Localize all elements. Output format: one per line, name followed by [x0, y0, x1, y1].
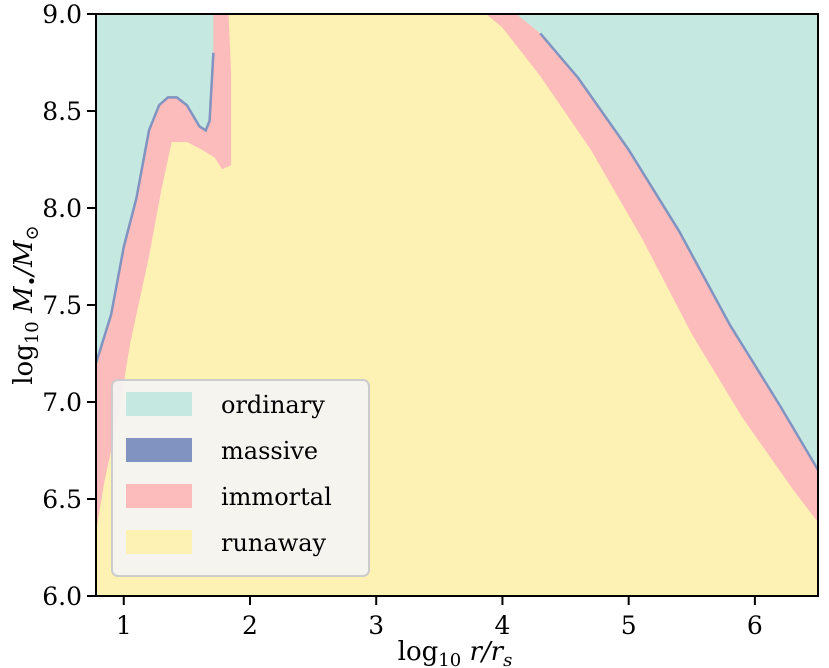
ordinary-region-2 [516, 14, 818, 470]
massive-boundary-1 [94, 52, 215, 364]
legend-swatch-runaway [126, 530, 192, 554]
y-tick-label: 7.5 [42, 291, 82, 320]
y-axis: 6.0 6.5 7.0 7.5 8.0 8.5 9.0 [42, 0, 96, 611]
legend-label-runaway: runaway [221, 529, 327, 557]
x-tick-label: 3 [368, 611, 384, 640]
legend: ordinary massive immortal runaway [111, 379, 370, 577]
x-tick-label: 5 [621, 611, 637, 640]
y-tick-label: 6.0 [42, 582, 82, 611]
region-layer [94, 14, 820, 532]
x-tick-label: 4 [494, 611, 510, 640]
x-tick-label: 1 [116, 611, 132, 640]
y-tick-label: 7.0 [42, 388, 82, 417]
x-axis: 1 2 3 4 5 6 [116, 596, 763, 640]
legend-box [111, 379, 370, 577]
immortal-region-1 [96, 14, 232, 532]
ordinary-region-1 [96, 14, 214, 364]
x-tick-label: 6 [747, 611, 763, 640]
y-tick-label: 8.0 [42, 194, 82, 223]
y-tick-label: 8.5 [42, 97, 82, 126]
legend-swatch-massive [126, 438, 192, 462]
immortal-region-2 [486, 14, 818, 523]
x-tick-label: 2 [242, 611, 258, 640]
legend-label-immortal: immortal [221, 483, 332, 511]
legend-swatch-immortal [126, 484, 192, 508]
massive-boundary-2 [539, 32, 820, 471]
legend-label-massive: massive [221, 437, 318, 465]
y-tick-label: 9.0 [42, 0, 82, 29]
legend-swatch-ordinary [126, 392, 192, 416]
y-axis-label: log10 M•/M⊙ [9, 225, 43, 385]
y-tick-label: 6.5 [42, 485, 82, 514]
x-axis-label: log10 r/rs [398, 637, 513, 668]
legend-label-ordinary: ordinary [221, 391, 325, 419]
